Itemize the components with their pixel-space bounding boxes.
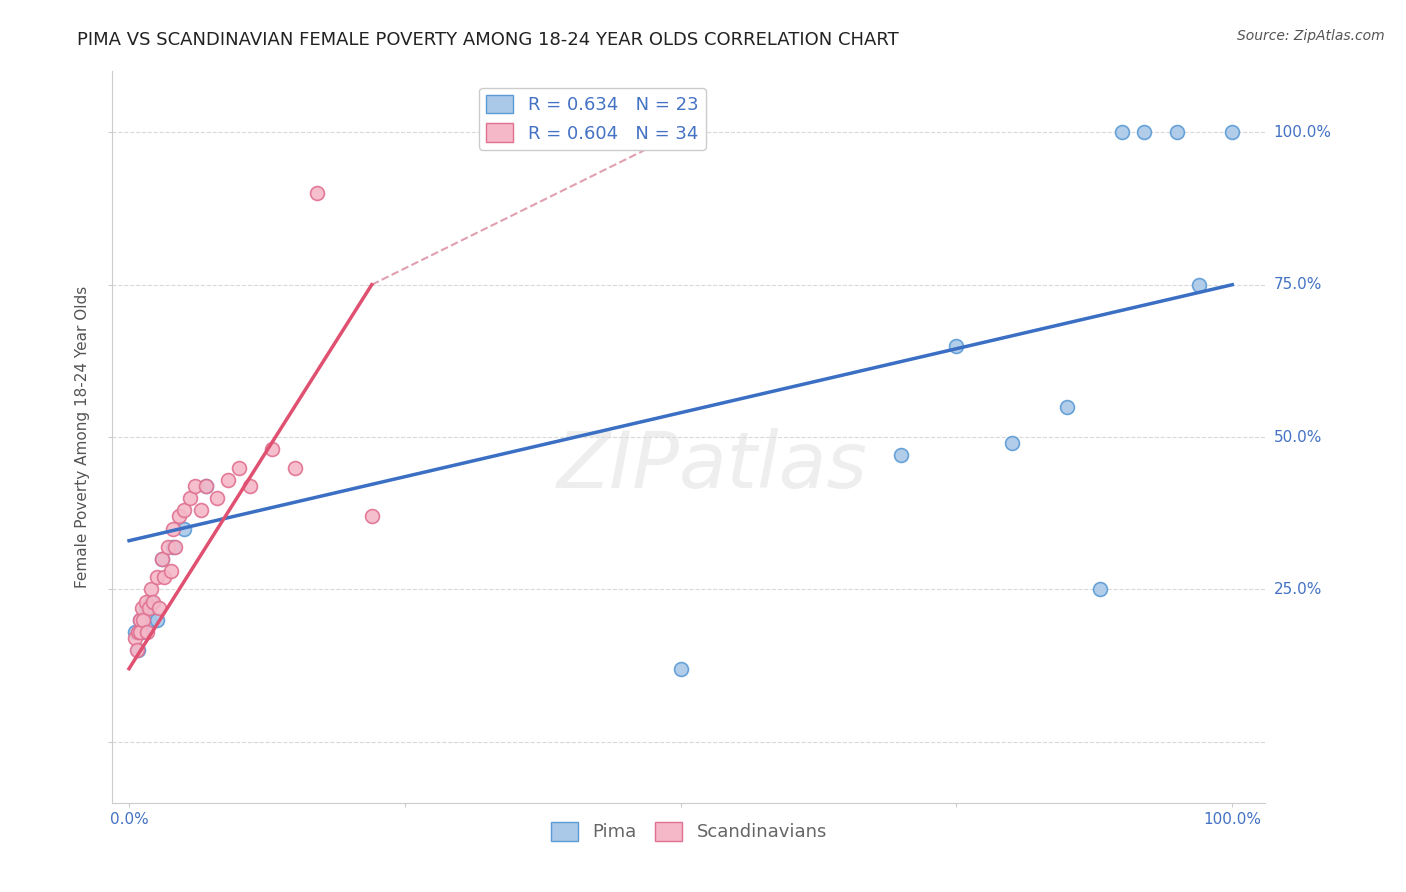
- Point: [1166, 125, 1188, 139]
- Point: [131, 625, 153, 640]
- Point: [167, 509, 190, 524]
- Point: [1001, 436, 1024, 450]
- Point: [1133, 125, 1156, 139]
- Y-axis label: Female Poverty Among 18-24 Year Olds: Female Poverty Among 18-24 Year Olds: [75, 286, 90, 588]
- Point: [262, 442, 284, 457]
- Point: [138, 613, 160, 627]
- Point: [945, 339, 967, 353]
- Point: [139, 594, 162, 608]
- Point: [138, 600, 160, 615]
- Point: [190, 503, 212, 517]
- Point: [135, 625, 157, 640]
- Point: [1056, 400, 1078, 414]
- Point: [162, 540, 184, 554]
- Point: [160, 564, 183, 578]
- Point: [127, 643, 149, 657]
- Text: 25.0%: 25.0%: [1274, 582, 1322, 597]
- Point: [1111, 125, 1133, 139]
- Point: [1220, 125, 1243, 139]
- Point: [129, 625, 152, 640]
- Point: [360, 509, 382, 524]
- Point: [239, 479, 262, 493]
- Point: [145, 613, 167, 627]
- Point: [228, 460, 250, 475]
- Legend: Pima, Scandinavians: Pima, Scandinavians: [544, 814, 834, 848]
- Point: [150, 552, 173, 566]
- Point: [184, 479, 207, 493]
- Text: Source: ZipAtlas.com: Source: ZipAtlas.com: [1237, 29, 1385, 43]
- Point: [127, 625, 149, 640]
- Point: [124, 632, 146, 646]
- Point: [669, 662, 692, 676]
- Text: 50.0%: 50.0%: [1274, 430, 1322, 444]
- Point: [1088, 582, 1111, 597]
- Point: [217, 473, 239, 487]
- Point: [129, 613, 152, 627]
- Point: [162, 521, 184, 535]
- Point: [124, 625, 146, 640]
- Point: [173, 503, 195, 517]
- Point: [153, 570, 176, 584]
- Point: [139, 582, 162, 597]
- Point: [150, 552, 173, 566]
- Point: [132, 613, 155, 627]
- Point: [195, 479, 218, 493]
- Point: [142, 594, 165, 608]
- Point: [125, 643, 148, 657]
- Point: [131, 600, 153, 615]
- Text: 100.0%: 100.0%: [1274, 125, 1331, 140]
- Point: [165, 540, 187, 554]
- Point: [179, 491, 201, 505]
- Point: [129, 613, 152, 627]
- Point: [156, 540, 179, 554]
- Text: 75.0%: 75.0%: [1274, 277, 1322, 293]
- Point: [195, 479, 218, 493]
- Point: [135, 600, 157, 615]
- Point: [305, 186, 328, 201]
- Point: [283, 460, 305, 475]
- Point: [145, 570, 167, 584]
- Point: [148, 600, 170, 615]
- Point: [135, 594, 157, 608]
- Point: [1188, 277, 1211, 292]
- Text: ZIPatlas: ZIPatlas: [557, 428, 868, 504]
- Point: [890, 449, 912, 463]
- Text: PIMA VS SCANDINAVIAN FEMALE POVERTY AMONG 18-24 YEAR OLDS CORRELATION CHART: PIMA VS SCANDINAVIAN FEMALE POVERTY AMON…: [77, 31, 898, 49]
- Point: [207, 491, 229, 505]
- Point: [173, 521, 195, 535]
